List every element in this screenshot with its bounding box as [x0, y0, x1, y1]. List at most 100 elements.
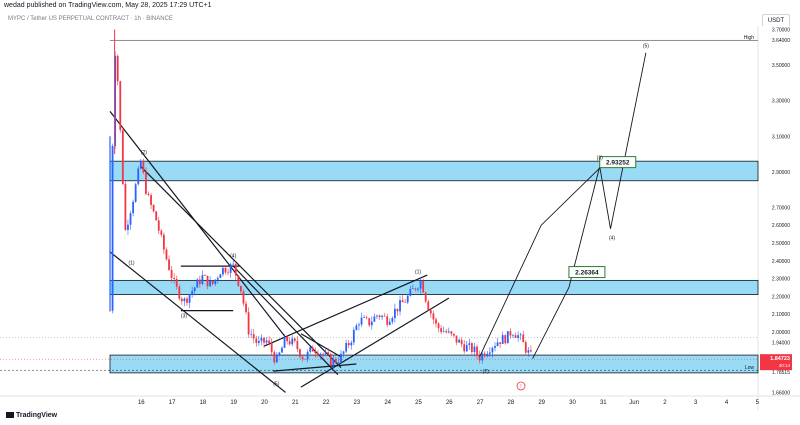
candle-body: [453, 333, 455, 336]
x-tick-label: 3: [694, 400, 698, 406]
x-tick-label: Jun: [629, 400, 639, 406]
candle-body: [381, 315, 383, 318]
y-tick-label: 2.90000: [772, 170, 790, 176]
candle-body: [506, 331, 509, 344]
candle-body: [234, 263, 237, 276]
candle-body: [388, 321, 391, 325]
price-tag-countdown: 30:14: [779, 363, 791, 368]
candle-body: [291, 338, 294, 345]
candle-body: [394, 308, 396, 318]
candle-body: [530, 350, 532, 352]
trend-line: [263, 274, 428, 347]
candle-body: [522, 334, 525, 343]
candle-body: [178, 286, 181, 299]
wave-label: (2): [141, 150, 147, 156]
target-callout-label: 2.26364: [575, 270, 599, 277]
candle-body: [209, 280, 211, 287]
candle-body: [347, 343, 350, 346]
candle-body: [124, 183, 127, 230]
candle-body: [180, 298, 183, 302]
candle-body: [250, 334, 253, 335]
candle-body: [504, 335, 507, 344]
candle-body: [196, 279, 199, 288]
wave-label: (3): [181, 314, 187, 320]
candle-body: [281, 347, 283, 353]
candle-body: [175, 279, 178, 287]
candle-body: [429, 310, 432, 314]
candle-body: [465, 345, 468, 352]
candle-body: [278, 352, 281, 356]
wave-label: (2): [483, 369, 489, 375]
candle-body: [193, 287, 196, 292]
x-tick-label: 27: [477, 400, 484, 406]
y-tick-label: 3.50000: [772, 63, 790, 69]
x-tick-label: 4: [725, 400, 729, 406]
candle-body: [260, 337, 263, 341]
tradingview-logo-text: TradingView: [16, 412, 58, 419]
x-tick-label: 23: [354, 400, 361, 406]
candle-body: [163, 234, 165, 250]
x-tick-label: 21: [292, 400, 299, 406]
wave-label: (4): [230, 253, 236, 259]
tradingview-logo-icon: [6, 412, 14, 418]
candle-body: [524, 342, 527, 353]
candle-body: [494, 346, 496, 348]
candle-body: [319, 353, 322, 356]
candle-body: [165, 249, 168, 260]
candle-body: [406, 295, 409, 303]
candle-body: [309, 347, 312, 352]
candle-body: [399, 300, 401, 312]
candle-body: [216, 277, 219, 280]
candle-body: [255, 338, 258, 343]
low-label: Low: [745, 365, 755, 371]
candle-body: [127, 224, 129, 230]
candle-body: [527, 350, 530, 353]
candle-body: [111, 146, 114, 311]
y-tick-label: 2.20000: [772, 294, 790, 300]
candle-body: [296, 340, 299, 350]
candle-body: [155, 211, 158, 221]
candle-body: [437, 323, 440, 329]
candle-body: [147, 193, 150, 196]
candle-body: [317, 353, 319, 356]
target-callout-label: 2.93252: [606, 160, 630, 167]
candle-body: [350, 342, 353, 346]
candle-body: [404, 302, 407, 303]
event-marker-icon: [516, 381, 526, 391]
candle-body: [299, 349, 301, 357]
candle-body: [514, 335, 517, 338]
y-tick-label: 1.66000: [772, 390, 790, 396]
candle-body: [201, 275, 204, 284]
candle-body: [424, 292, 427, 302]
x-tick-label: 26: [446, 400, 453, 406]
x-tick-label: 31: [600, 400, 607, 406]
candle-body: [352, 329, 355, 343]
candle-body: [263, 337, 265, 343]
target-callout-box: [568, 266, 606, 279]
candle-body: [332, 358, 335, 366]
event-marker-glyph: !: [520, 384, 521, 390]
candle-body: [219, 274, 222, 278]
candle-body: [355, 325, 358, 330]
y-tick-label: 3.10000: [772, 134, 790, 140]
x-tick-label: 2: [663, 400, 667, 406]
candle-body: [473, 346, 476, 353]
price-tag-label: 1.84723: [770, 356, 790, 362]
candle-body: [170, 270, 173, 279]
x-tick-label: 29: [538, 400, 545, 406]
candle-body: [442, 331, 445, 332]
candle-body: [265, 340, 268, 343]
candle-body: [322, 353, 324, 355]
candle-body: [242, 291, 245, 304]
publish-header: wedad published on TradingView.com, May …: [0, 0, 800, 14]
y-tick-label: 2.40000: [772, 259, 790, 265]
candle-body: [327, 352, 330, 354]
trend-line: [109, 251, 286, 393]
candle-body: [409, 288, 412, 296]
candle-body: [275, 355, 278, 363]
candle-body: [334, 358, 337, 363]
candle-body: [483, 353, 486, 357]
candle-body: [324, 352, 327, 354]
candle-body: [152, 204, 155, 212]
